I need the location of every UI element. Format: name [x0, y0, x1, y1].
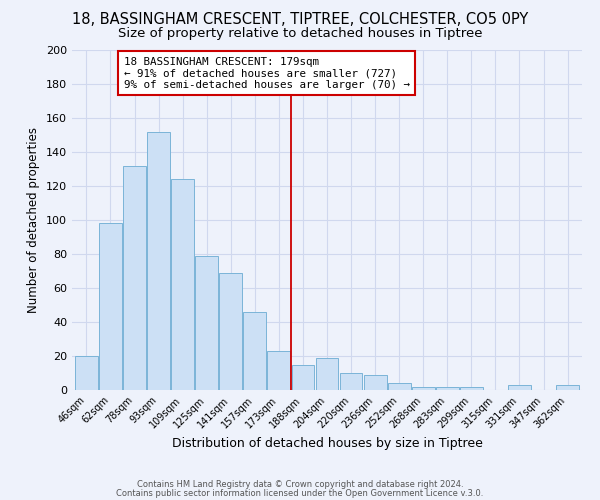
Bar: [171, 179, 194, 390]
Bar: [412, 386, 434, 390]
Bar: [556, 385, 579, 390]
Text: Size of property relative to detached houses in Tiptree: Size of property relative to detached ho…: [118, 28, 482, 40]
Bar: [316, 358, 338, 390]
Bar: [364, 374, 386, 390]
Bar: [508, 385, 531, 390]
Bar: [195, 256, 218, 390]
Bar: [123, 166, 146, 390]
Bar: [75, 356, 98, 390]
Bar: [388, 383, 410, 390]
Bar: [244, 312, 266, 390]
Bar: [99, 224, 122, 390]
Bar: [292, 364, 314, 390]
Text: 18 BASSINGHAM CRESCENT: 179sqm
← 91% of detached houses are smaller (727)
9% of : 18 BASSINGHAM CRESCENT: 179sqm ← 91% of …: [124, 57, 410, 90]
Bar: [268, 351, 290, 390]
Text: 18, BASSINGHAM CRESCENT, TIPTREE, COLCHESTER, CO5 0PY: 18, BASSINGHAM CRESCENT, TIPTREE, COLCHE…: [72, 12, 528, 28]
Bar: [340, 373, 362, 390]
Bar: [436, 386, 459, 390]
Bar: [220, 272, 242, 390]
X-axis label: Distribution of detached houses by size in Tiptree: Distribution of detached houses by size …: [172, 437, 482, 450]
Text: Contains HM Land Registry data © Crown copyright and database right 2024.: Contains HM Land Registry data © Crown c…: [137, 480, 463, 489]
Y-axis label: Number of detached properties: Number of detached properties: [28, 127, 40, 313]
Bar: [460, 386, 483, 390]
Bar: [147, 132, 170, 390]
Text: Contains public sector information licensed under the Open Government Licence v.: Contains public sector information licen…: [116, 488, 484, 498]
